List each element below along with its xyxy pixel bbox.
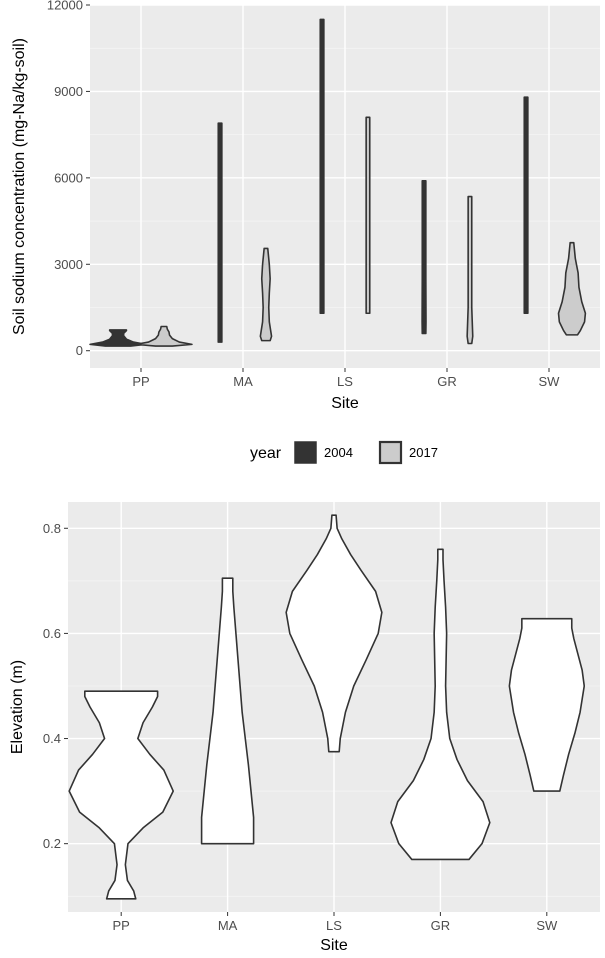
sodium-x-axis-title: Site bbox=[331, 395, 359, 412]
sodium-gridlines bbox=[90, 4, 600, 368]
elevation-y-tick-label: 0.4 bbox=[43, 731, 61, 746]
sodium-violin-ma-2004 bbox=[217, 122, 223, 343]
elevation-violins bbox=[68, 514, 586, 900]
sodium-violin-ls-2017 bbox=[365, 116, 371, 315]
elevation-y-tick-labels: 0.2 0.4 0.6 0.8 bbox=[43, 521, 68, 851]
elevation-y-tick-label: 0.8 bbox=[43, 521, 61, 536]
sodium-violin-ls-2004 bbox=[319, 18, 325, 315]
legend-label-2017: 2017 bbox=[409, 445, 438, 460]
sodium-y-tick-label: 3000 bbox=[54, 257, 83, 272]
elevation-x-tick-labels: PP MA LS GR SW bbox=[113, 912, 558, 933]
sodium-violin-gr-2017 bbox=[466, 195, 474, 345]
sodium-y-tick-label: 6000 bbox=[54, 170, 83, 185]
sodium-x-tick-label-pp: PP bbox=[132, 374, 149, 389]
elevation-x-tick-label-ls: LS bbox=[326, 918, 342, 933]
sodium-violin-ma-2017 bbox=[259, 247, 273, 342]
sodium-x-tick-label-gr: GR bbox=[437, 374, 457, 389]
sodium-y-axis-title: Soil sodium concentration (mg-Na/kg-soil… bbox=[11, 38, 28, 335]
legend-key-2017 bbox=[378, 440, 403, 465]
sodium-x-tick-label-ma: MA bbox=[233, 374, 253, 389]
sodium-violin-pp-2017 bbox=[135, 325, 193, 347]
elevation-x-tick-label-gr: GR bbox=[431, 918, 451, 933]
sodium-x-tick-label-ls: LS bbox=[337, 374, 353, 389]
sodium-violin-pp-2004 bbox=[89, 329, 147, 347]
sodium-y-tick-labels: 0 3000 6000 9000 12000 bbox=[47, 0, 90, 358]
legend-label-2004: 2004 bbox=[324, 445, 353, 460]
sodium-y-tick-label: 0 bbox=[76, 343, 83, 358]
elevation-violin-ma bbox=[200, 577, 255, 845]
sodium-y-tick-label: 12000 bbox=[47, 0, 83, 13]
elevation-x-tick-label-ma: MA bbox=[218, 918, 238, 933]
legend: year 2004 2017 bbox=[250, 440, 438, 465]
elevation-violin-pp bbox=[68, 690, 174, 900]
legend-key-2004 bbox=[294, 441, 317, 464]
elevation-x-tick-label-pp: PP bbox=[113, 918, 130, 933]
sodium-violin-sw-2017 bbox=[557, 241, 587, 336]
legend-title: year bbox=[250, 445, 282, 462]
sodium-violins bbox=[89, 18, 587, 347]
elevation-chart: 0.2 0.4 0.6 0.8 PP MA LS GR SW Site Elevation (… bbox=[9, 502, 600, 954]
elevation-violin-gr bbox=[390, 548, 491, 861]
elevation-y-tick-label: 0.2 bbox=[43, 836, 61, 851]
elevation-y-tick-label: 0.6 bbox=[43, 626, 61, 641]
sodium-violin-sw-2004 bbox=[523, 96, 529, 315]
sodium-violin-gr-2004 bbox=[421, 179, 427, 335]
elevation-x-axis-title: Site bbox=[320, 937, 348, 954]
elevation-x-tick-label-sw: SW bbox=[536, 918, 558, 933]
sodium-y-tick-label: 9000 bbox=[54, 84, 83, 99]
sodium-x-tick-labels: PP MA LS GR SW bbox=[132, 368, 560, 389]
elevation-violin-ls bbox=[285, 514, 383, 753]
elevation-violin-sw bbox=[508, 617, 586, 792]
sodium-chart: 0 3000 6000 9000 12000 PP MA LS GR SW Site Soil … bbox=[11, 0, 600, 412]
sodium-x-tick-label-sw: SW bbox=[539, 374, 561, 389]
elevation-y-axis-title: Elevation (m) bbox=[9, 660, 26, 754]
